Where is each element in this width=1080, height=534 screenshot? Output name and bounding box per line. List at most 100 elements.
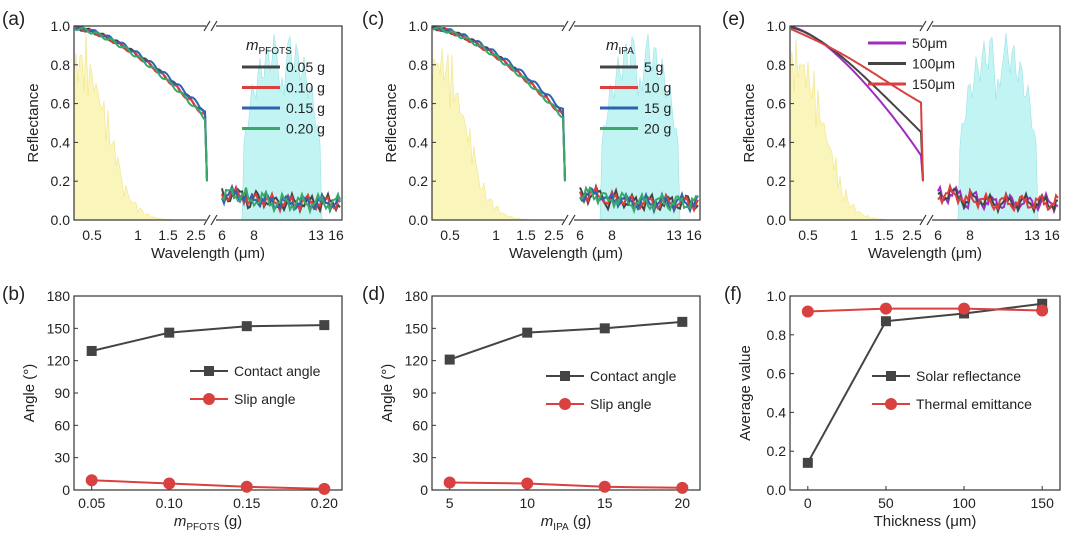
panel-label-b: (b) <box>2 284 25 305</box>
legend-marker <box>559 398 571 410</box>
data-point-circle <box>240 480 253 493</box>
x-tick-label: 1 <box>492 227 500 243</box>
series-lines-e <box>790 25 1059 215</box>
data-point-circle <box>676 481 689 494</box>
legend-marker <box>560 371 570 381</box>
legend-entry: Contact angle <box>590 368 677 384</box>
data-point-square <box>522 327 533 338</box>
x-tick-label: 2.5 <box>186 227 206 243</box>
axis-break-mark <box>561 20 569 32</box>
data-point-circle <box>318 482 331 495</box>
x-tick-label: 1.5 <box>516 227 536 243</box>
series-line-ir <box>937 187 1059 215</box>
y-tick-label: 0.8 <box>51 57 71 73</box>
x-tick-label: 0 <box>804 495 812 511</box>
data-point-square <box>241 321 252 332</box>
y-tick-label: 0.8 <box>767 327 787 343</box>
x-tick-label: 6 <box>934 227 942 243</box>
atmospheric-window-area <box>599 33 681 221</box>
series-lines-c <box>432 25 699 215</box>
x-axis-title-d: mIPA (g) <box>541 513 591 533</box>
x-axis-e: 0.5 1 1.5 2.5 6 8 13 16 Wavelength (μm) <box>798 227 1060 262</box>
x-tick-label: 13 <box>666 227 682 243</box>
series-b: 0 30 60 90 120 150 180 0.05 0.10 0.15 0.20 Contact … <box>47 288 339 511</box>
x-tick-label: 50 <box>878 495 894 511</box>
y-tick-label: 0.0 <box>767 482 787 498</box>
y-tick-label: 180 <box>47 288 71 304</box>
panel-label-f: (f) <box>724 284 742 305</box>
y-axis-title-b: Angle (°) <box>21 364 38 423</box>
axis-break-gap <box>922 22 932 30</box>
y-tick-label: 0.4 <box>767 404 787 420</box>
y-tick-label: 0.0 <box>767 212 787 228</box>
spectrum-background-a <box>73 33 323 221</box>
panel-label-e: (e) <box>722 9 745 30</box>
y-tick-label: 0.2 <box>51 173 71 189</box>
data-point-circle <box>879 302 892 315</box>
data-point-circle <box>1036 304 1049 317</box>
x-tick-label: 5 <box>446 495 454 511</box>
series-lines-a <box>74 25 341 215</box>
legend-title-c: mIPA <box>606 37 634 57</box>
data-point-circle <box>163 477 176 490</box>
x-tick-label: 15 <box>597 495 613 511</box>
y-tick-label: 0.4 <box>767 134 787 150</box>
y-tick-label: 180 <box>405 288 429 304</box>
data-point-circle <box>598 480 611 493</box>
axis-break-gap <box>206 22 216 30</box>
y-tick-label: 30 <box>412 450 428 466</box>
series-d: 0 30 60 90 120 150 180 5 10 15 20 Contact angle Slip… <box>405 288 691 511</box>
legend-entry: Slip angle <box>234 391 296 407</box>
x-tick-label: 0.20 <box>311 495 338 511</box>
axis-break-mark <box>919 214 927 226</box>
data-point-square <box>444 354 455 365</box>
legend-entry: 0.10 g <box>286 80 325 96</box>
x-tick-label: 13 <box>308 227 324 243</box>
y-tick-label: 90 <box>54 385 70 401</box>
series-line-solar <box>790 28 924 182</box>
plot-frame-f <box>789 295 1061 491</box>
series-line <box>91 324 325 352</box>
y-tick-label: 0.6 <box>409 96 429 112</box>
legend-entry: Contact angle <box>234 363 321 379</box>
x-tick-label: 0.5 <box>440 227 460 243</box>
y-tick-label: 30 <box>54 450 70 466</box>
legend-marker <box>203 393 215 405</box>
y-tick-label: 1.0 <box>409 18 429 34</box>
data-point-circle <box>958 302 971 315</box>
series-line-solar <box>432 25 566 182</box>
axis-break-mark <box>568 20 576 32</box>
y-tick-label: 90 <box>412 385 428 401</box>
y-tick-label: 0.6 <box>767 96 787 112</box>
solar-spectrum-area <box>431 48 563 221</box>
x-tick-label: 0.15 <box>233 495 260 511</box>
y-tick-label: 0.2 <box>767 173 787 189</box>
x-tick-label: 2.5 <box>544 227 564 243</box>
data-point-square <box>164 327 175 338</box>
data-point-square <box>802 457 813 468</box>
y-tick-label: 0.8 <box>409 57 429 73</box>
x-tick-label: 6 <box>218 227 226 243</box>
x-tick-label: 150 <box>1031 495 1055 511</box>
solar-spectrum-area <box>789 39 921 221</box>
x-tick-label: 20 <box>675 495 691 511</box>
legend-a: mPFOTS 0.05 g 0.10 g 0.15 g 0.20 g <box>242 37 325 137</box>
x-tick-label: 1.5 <box>158 227 178 243</box>
data-point-circle <box>521 477 534 490</box>
axis-break-a <box>203 20 218 226</box>
y-tick-label: 0.4 <box>409 134 429 150</box>
y-axis-title-a: Reflectance <box>25 83 42 162</box>
y-tick-label: 60 <box>412 417 428 433</box>
legend-entry: Solar reflectance <box>916 368 1021 384</box>
axis-break-mark <box>210 214 218 226</box>
x-tick-label: 16 <box>686 227 702 243</box>
x-axis-a: 0.5 1 1.5 2.5 6 8 13 16 Wavelength (μm) <box>82 227 344 262</box>
legend-entry: 50μm <box>912 35 947 51</box>
axis-break-gap <box>564 216 574 224</box>
x-tick-label: 16 <box>328 227 344 243</box>
axis-break-gap <box>206 216 216 224</box>
series-line <box>449 320 683 361</box>
series-line <box>449 481 683 489</box>
series-line-ir <box>221 187 341 215</box>
y-tick-label: 0.4 <box>51 134 71 150</box>
